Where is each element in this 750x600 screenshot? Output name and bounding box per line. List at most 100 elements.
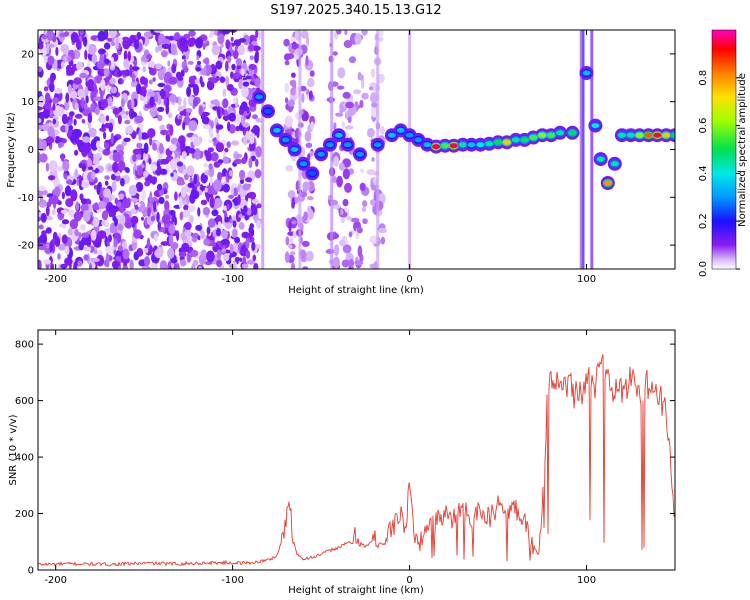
spectrogram-cell: [83, 36, 88, 47]
spectrogram-cell: [130, 215, 139, 225]
spectrogram-cell: [200, 230, 205, 239]
spectrogram-cell: [91, 171, 96, 180]
spectrogram-cell: [117, 223, 124, 232]
spectrogram-cell: [249, 141, 256, 151]
spectrogram-cell: [50, 263, 55, 269]
spectrogram-cell: [79, 193, 84, 201]
spectrogram-cell: [289, 251, 296, 256]
x-tick-label: -100: [221, 575, 244, 586]
spectrogram-cell: [109, 155, 114, 160]
spectrogram-cell: [122, 36, 130, 41]
spectrogram-cell: [217, 33, 225, 45]
spectrogram-cell: [203, 238, 210, 246]
spectrogram-cell: [87, 166, 94, 171]
spectrogram-cell: [38, 138, 44, 150]
spectrogram-cell: [291, 197, 295, 209]
spectrogram-cell: [178, 96, 182, 106]
spectrogram-cell: [49, 241, 53, 253]
spectrogram-cell: [158, 142, 164, 155]
spectrogram-cell: [122, 265, 129, 269]
ridge-point: [511, 137, 520, 143]
spectrogram-cell: [62, 160, 70, 172]
x-tick-label: -200: [44, 575, 67, 586]
spectrogram-cell: [66, 67, 75, 76]
snr-ticks: -200 -100 0 100 0 200 400 600 800: [15, 330, 675, 586]
spectrogram-cell: [180, 186, 187, 198]
ridge-point: [299, 161, 308, 167]
spectrogram-cell: [333, 156, 339, 167]
ridge-point: [264, 108, 272, 114]
spectrogram-cell: [120, 177, 125, 187]
spectrogram-cell: [240, 68, 245, 76]
spectrogram-cell: [160, 129, 168, 136]
spectrogram-cell: [290, 87, 296, 96]
spectrogram-cell: [38, 199, 47, 208]
spectrogram-cell: [226, 84, 234, 92]
figure-title: S197.2025.340.15.13.G12: [270, 3, 441, 18]
spectrogram-cell: [232, 220, 237, 228]
spectrogram-cell: [132, 148, 142, 155]
spectrogram-cell: [176, 180, 186, 186]
spectrogram-cell: [284, 251, 290, 263]
spectrogram-cell: [198, 254, 207, 265]
spectrogram-cell: [346, 216, 353, 221]
spectrogram-cell: [303, 211, 308, 222]
spectrogram-cell: [217, 159, 224, 164]
spectrogram-cell: [155, 46, 160, 53]
spectrogram-cell: [183, 97, 187, 110]
spectrogram-xlabel: Height of straight line (km): [288, 285, 424, 296]
spectrogram-cell: [188, 120, 198, 132]
spectrogram-cell: [227, 121, 231, 132]
spectrogram-cell: [182, 209, 191, 218]
spectrogram-cell: [181, 242, 190, 252]
spectrogram-cell: [43, 101, 52, 111]
ridge-point: [568, 130, 577, 136]
spectrogram-cell: [225, 39, 231, 50]
spectrogram-cell: [114, 197, 119, 205]
spectrogram-cell: [333, 122, 337, 131]
spectrogram-cell: [136, 31, 142, 39]
spectrogram-cell: [103, 42, 111, 50]
spectrogram-cell: [124, 119, 131, 125]
spectrogram-cell: [194, 148, 201, 160]
spectrogram-cell: [103, 131, 107, 140]
spectrogram-cell: [188, 30, 196, 37]
spectrogram-cell: [64, 245, 70, 256]
ridge-point: [485, 141, 494, 147]
spectrogram-cell: [52, 97, 59, 104]
spectrogram-cell: [67, 227, 73, 236]
colorbar: 0.0 0.2 0.4 0.6 0.8 Normalized spectral ampl…: [698, 29, 748, 277]
spectrogram-cell: [134, 39, 139, 50]
spectrogram-cell: [99, 127, 107, 132]
spectrogram-cell: [162, 38, 171, 45]
spectrogram-cell: [169, 124, 174, 136]
spectrogram-cell: [181, 55, 186, 60]
spectrogram-cell: [52, 103, 56, 111]
spectrogram-cell: [245, 250, 251, 259]
spectrogram-cell: [73, 118, 77, 126]
ridge-point: [547, 132, 556, 138]
spectrogram-cell: [67, 55, 71, 63]
spectrogram-cell: [78, 232, 82, 240]
spectrogram-cell: [233, 39, 242, 47]
spectrogram-ridge: [252, 66, 675, 190]
spectrogram-cell: [80, 97, 85, 109]
spectrogram-ylabel: Frequency (Hz): [6, 112, 17, 188]
spectrogram-cell: [229, 243, 234, 254]
spectrogram-cell: [307, 77, 315, 88]
spectrogram-cell: [233, 72, 240, 79]
spectrogram-cell: [93, 249, 98, 255]
ridge-point: [610, 161, 619, 167]
spectrogram-cell: [53, 186, 61, 198]
spectrogram-cell: [168, 35, 175, 41]
spectrogram-cell: [109, 77, 116, 85]
spectrogram-cell: [117, 160, 126, 171]
spectrogram-cell: [255, 30, 259, 39]
spectrogram-cell: [117, 51, 122, 56]
spectrogram-cell: [131, 72, 136, 83]
spectrogram-cell: [83, 254, 89, 261]
spectrogram-cell: [256, 220, 262, 229]
spectrogram-cell: [156, 211, 160, 223]
spectrogram-cell: [43, 86, 49, 92]
